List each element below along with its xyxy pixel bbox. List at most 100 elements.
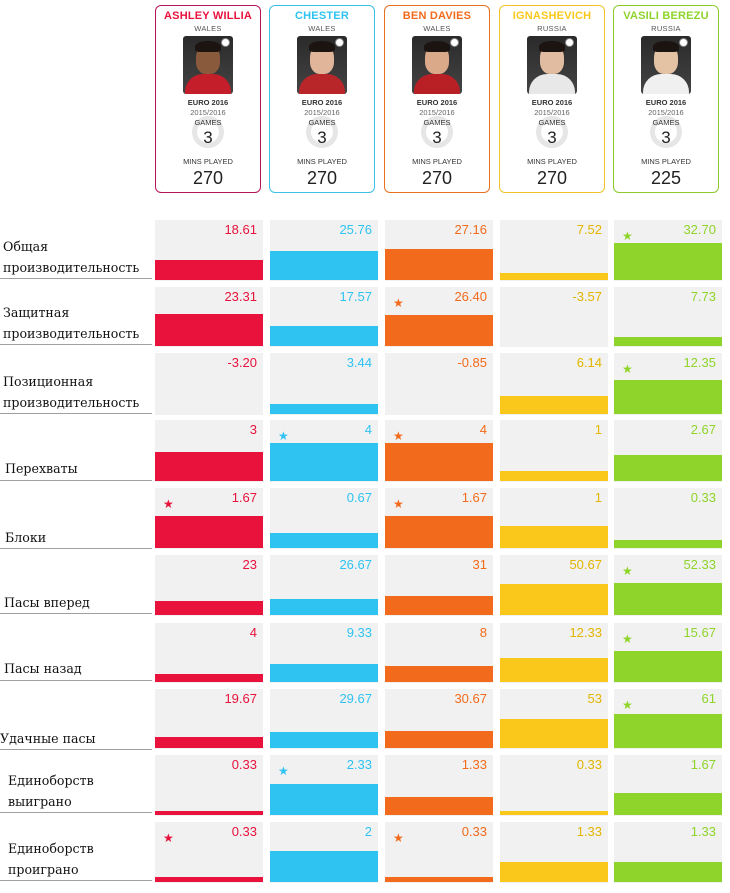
stat-value: 1.33 [461, 757, 487, 772]
club-badge-icon [221, 38, 230, 47]
stat-value: 31 [472, 557, 487, 572]
stat-value: 1.67 [231, 490, 257, 505]
player-photo [641, 36, 691, 94]
stat-value: 0.33 [576, 757, 602, 772]
mins-played-value: 225 [650, 168, 682, 188]
stat-bar [155, 516, 263, 548]
stat-bar [614, 540, 722, 548]
stat-bar [614, 455, 722, 481]
stat-cell: 17.57 [270, 287, 378, 347]
stat-bar [155, 877, 263, 882]
stat-cell: 2.67 [614, 420, 722, 482]
player-name: IGNASHEVICH [512, 10, 592, 22]
games-value: 3 [432, 128, 442, 147]
player-card[interactable]: IGNASHEVICH RUSSIA EURO 2016 2015/2016 G… [499, 5, 605, 193]
stat-cell: 1 [500, 420, 608, 482]
stat-cell: 9.33 [270, 623, 378, 683]
stat-bar [614, 793, 722, 815]
metric-label-underline [0, 680, 152, 681]
stat-cell: 7.52 [500, 220, 608, 281]
stat-value: 1.33 [690, 824, 716, 839]
best-star-icon: ★ [163, 497, 174, 511]
player-country: WALES [308, 24, 336, 33]
stat-bar [270, 443, 378, 481]
stat-value: 32.70 [683, 222, 716, 237]
player-country: WALES [194, 24, 222, 33]
stat-bar [500, 719, 608, 748]
stat-cell: 61 ★ [614, 689, 722, 749]
stat-cell: 30.67 [385, 689, 493, 749]
stat-value: 1.67 [690, 757, 716, 772]
player-card[interactable]: VASILI BEREZU RUSSIA EURO 2016 2015/2016… [613, 5, 719, 193]
competition: EURO 2016 [645, 98, 687, 107]
stat-bar [385, 315, 493, 346]
stat-value: 4 [479, 422, 487, 437]
stat-cell: 1.33 [614, 822, 722, 883]
stat-cell: -0.85 [385, 353, 493, 415]
player-photo [412, 36, 462, 94]
stat-cell: 25.76 [270, 220, 378, 281]
metric-label-text: Пасы назад [4, 661, 82, 676]
stat-value: 7.73 [690, 289, 716, 304]
stat-bar [500, 811, 608, 815]
games-ring [421, 116, 453, 148]
stat-bar [614, 714, 722, 748]
player-card[interactable]: BEN DAVIES WALES EURO 2016 2015/2016 GAM… [384, 5, 490, 193]
stat-cell: 1.33 [500, 822, 608, 883]
best-star-icon: ★ [393, 296, 404, 310]
stat-value: 12.33 [569, 625, 602, 640]
stat-value: 26.67 [339, 557, 372, 572]
stat-bar [155, 601, 263, 615]
stat-cell: 0.33 ★ [155, 822, 263, 883]
stat-cell: 3.44 [270, 353, 378, 415]
club-badge-icon [450, 38, 459, 47]
stat-cell: 18.61 [155, 220, 263, 281]
stat-cell: 50.67 [500, 555, 608, 616]
player-name: BEN DAVIES [402, 10, 472, 22]
season: 2015/2016 [419, 108, 455, 117]
stat-value: 15.67 [683, 625, 716, 640]
stat-cell: 0.33 [155, 755, 263, 816]
stat-value: 12.35 [683, 355, 716, 370]
stat-bar [500, 273, 608, 280]
stat-cell: 4 ★ [270, 420, 378, 482]
stat-bar [385, 516, 493, 548]
stat-value: 26.40 [454, 289, 487, 304]
stat-bar [270, 851, 378, 882]
best-star-icon: ★ [622, 229, 633, 243]
stat-value: 9.33 [346, 625, 372, 640]
best-star-icon: ★ [278, 764, 289, 778]
stat-bar [270, 732, 378, 748]
player-card[interactable]: ASHLEY WILLIA WALES EURO 2016 2015/2016 … [155, 5, 261, 193]
best-star-icon: ★ [393, 429, 404, 443]
stat-bar [155, 737, 263, 748]
stat-value: -0.85 [457, 355, 487, 370]
games-label: GAMES [423, 118, 451, 127]
stat-cell: 1.67 ★ [385, 488, 493, 549]
stat-cell: 0.33 [614, 488, 722, 549]
games-value: 3 [547, 128, 557, 147]
stat-value: 1.33 [576, 824, 602, 839]
stat-bar [385, 666, 493, 682]
stat-bar [155, 314, 263, 346]
best-star-icon: ★ [622, 698, 633, 712]
best-star-icon: ★ [278, 429, 289, 443]
player-photo [527, 36, 577, 94]
stat-value: 7.52 [576, 222, 602, 237]
club-badge-icon [565, 38, 574, 47]
stat-bar [614, 651, 722, 682]
stat-bar [614, 380, 722, 414]
stat-cell: 26.67 [270, 555, 378, 616]
metric-label-line: производительность [3, 395, 140, 410]
stat-value: 23.31 [224, 289, 257, 304]
stat-cell: -3.57 [500, 287, 608, 347]
games-value: 3 [661, 128, 671, 147]
metric-label-underline [0, 278, 152, 279]
metric-label-underline [0, 480, 152, 481]
player-card[interactable]: CHESTER WALES EURO 2016 2015/2016 GAMES … [269, 5, 375, 193]
stat-value: 1.67 [461, 490, 487, 505]
stat-value: 17.57 [339, 289, 372, 304]
stat-cell: 0.33 ★ [385, 822, 493, 883]
stat-cell: 15.67 ★ [614, 623, 722, 683]
stat-cell: 31 [385, 555, 493, 616]
